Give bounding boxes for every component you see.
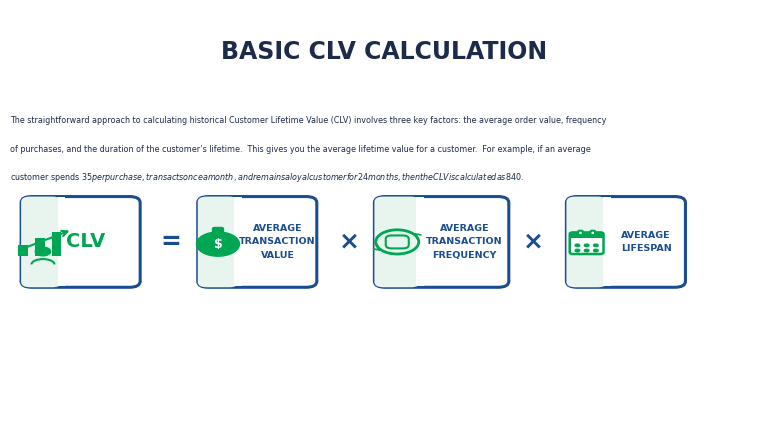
Circle shape [584, 244, 589, 247]
FancyBboxPatch shape [374, 197, 420, 287]
Circle shape [584, 249, 589, 252]
FancyBboxPatch shape [591, 231, 595, 235]
FancyBboxPatch shape [566, 197, 685, 287]
Circle shape [594, 249, 598, 252]
Circle shape [575, 244, 580, 247]
Circle shape [575, 249, 580, 252]
Text: of purchases, and the duration of the customer’s lifetime.  This gives you the a: of purchases, and the duration of the cu… [10, 145, 591, 153]
FancyBboxPatch shape [578, 231, 583, 235]
Circle shape [594, 244, 598, 247]
Text: AVERAGE
TRANSACTION
VALUE: AVERAGE TRANSACTION VALUE [239, 224, 316, 260]
FancyBboxPatch shape [212, 227, 224, 233]
FancyBboxPatch shape [35, 238, 45, 256]
FancyBboxPatch shape [603, 197, 611, 286]
Text: AVERAGE
TRANSACTION
FREQUENCY: AVERAGE TRANSACTION FREQUENCY [426, 224, 503, 260]
Circle shape [197, 232, 240, 256]
Text: $: $ [214, 238, 223, 251]
FancyBboxPatch shape [570, 232, 604, 254]
FancyBboxPatch shape [18, 245, 28, 256]
FancyBboxPatch shape [21, 197, 140, 287]
Circle shape [35, 247, 51, 256]
Text: CLV: CLV [66, 232, 105, 251]
Text: customer spends $35 per purchase, transacts once a month, and remains a loyal cu: customer spends $35 per purchase, transa… [10, 171, 524, 184]
Text: =: = [160, 230, 181, 254]
Text: The straightforward approach to calculating historical Customer Lifetime Value (: The straightforward approach to calculat… [10, 117, 607, 125]
FancyBboxPatch shape [197, 197, 238, 287]
Text: BASIC CLV CALCULATION: BASIC CLV CALCULATION [221, 40, 547, 64]
FancyBboxPatch shape [570, 232, 604, 238]
Text: AVERAGE
LIFESPAN: AVERAGE LIFESPAN [621, 231, 671, 253]
FancyBboxPatch shape [52, 232, 61, 256]
FancyBboxPatch shape [197, 197, 316, 287]
Text: ×: × [523, 230, 545, 254]
Text: ×: × [339, 230, 360, 254]
FancyBboxPatch shape [234, 197, 242, 286]
FancyBboxPatch shape [374, 197, 508, 287]
FancyBboxPatch shape [21, 197, 61, 287]
FancyBboxPatch shape [566, 197, 607, 287]
FancyBboxPatch shape [416, 197, 424, 286]
FancyBboxPatch shape [58, 197, 65, 286]
